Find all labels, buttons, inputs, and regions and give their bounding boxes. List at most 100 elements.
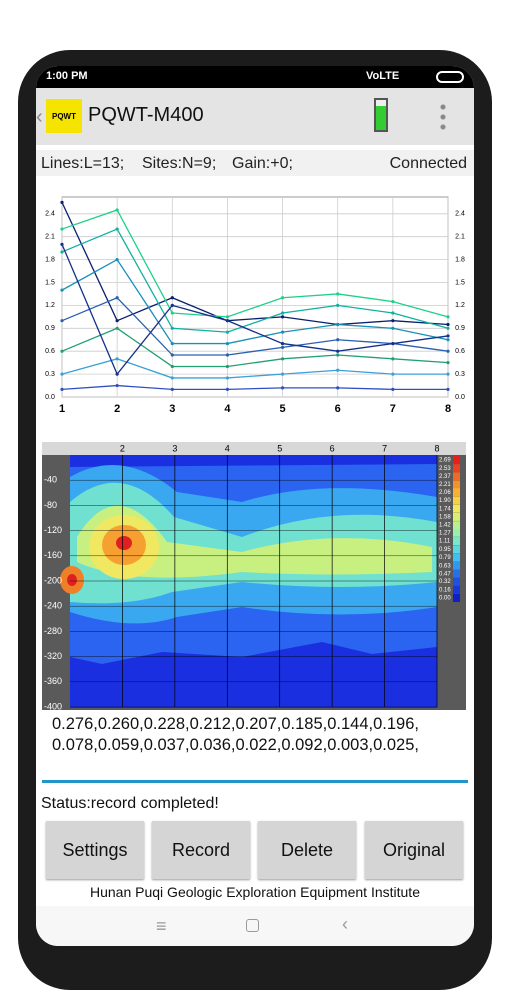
data-point	[391, 372, 395, 376]
colorbar-label: 0.79	[439, 555, 451, 561]
colorbar-label: 0.47	[439, 571, 451, 577]
y-tick-label: -160	[44, 550, 62, 560]
y-tick-label: -240	[44, 601, 62, 611]
series-line	[61, 296, 449, 356]
y-tick-label: 1.8	[455, 256, 465, 263]
colorbar-label: 2.53	[439, 466, 451, 472]
settings-button[interactable]: Settings	[46, 821, 144, 879]
back-arrow[interactable]: ‹	[36, 106, 43, 128]
y-tick-label: -320	[44, 651, 62, 661]
data-point	[170, 364, 174, 369]
sites-info: Sites:N=9;	[142, 155, 217, 172]
x-tick-label: 5	[280, 403, 286, 415]
x-tick-label: 5	[277, 443, 282, 453]
colorbar-label: 1.11	[439, 539, 451, 545]
data-point	[391, 357, 395, 361]
series-line	[61, 327, 449, 368]
readings: 0.276,0.260,0.228,0.212,0.207,0.185,0.14…	[52, 714, 419, 756]
data-point	[280, 315, 285, 319]
data-point	[336, 349, 340, 353]
colorbar-swatch	[453, 545, 460, 554]
data-point	[446, 322, 450, 327]
colorbar-label: 0.16	[439, 587, 451, 593]
battery-icon	[436, 71, 464, 83]
colorbar-swatch	[453, 480, 460, 489]
data-point	[225, 387, 230, 391]
y-tick-label: 1.8	[45, 256, 55, 263]
colorbar-label: 1.74	[439, 506, 451, 512]
y-tick-label: -120	[44, 525, 62, 535]
y-tick-label: 1.5	[455, 279, 465, 286]
colorbar-swatch	[453, 521, 460, 530]
record-button[interactable]: Record	[152, 821, 250, 879]
x-tick-label: 1	[59, 403, 65, 415]
data-point	[170, 296, 174, 300]
data-point	[170, 376, 174, 380]
y-tick-label: 1.2	[455, 302, 465, 309]
data-point	[391, 387, 395, 391]
data-point	[446, 372, 450, 376]
data-point	[170, 311, 174, 315]
data-point	[115, 372, 119, 376]
x-tick-label: 4	[224, 403, 231, 415]
series-line	[61, 209, 449, 318]
data-point	[225, 364, 230, 369]
data-point	[60, 250, 64, 254]
app-bar: ‹ PQWT PQWT-M400	[36, 88, 474, 145]
colorbar-label: 1.42	[439, 523, 451, 529]
status-bar: 1:00 PM VoLTE	[36, 66, 474, 88]
data-point	[225, 376, 230, 380]
data-point	[170, 387, 174, 391]
data-point	[115, 357, 119, 361]
series-line	[61, 258, 449, 345]
status-text: Status:record completed!	[41, 795, 219, 812]
nav-menu[interactable]: ≡	[156, 916, 167, 936]
data-point	[336, 386, 340, 390]
y-tick-label: 0.9	[45, 325, 55, 332]
x-tick-label: 7	[390, 403, 396, 415]
data-point	[446, 338, 450, 342]
colorbar-label: 0.63	[439, 563, 451, 569]
colorbar-label: 2.37	[439, 474, 451, 480]
delete-button[interactable]: Delete	[258, 821, 356, 879]
colorbar-swatch	[453, 528, 460, 537]
data-point	[446, 326, 450, 330]
colorbar-label: 0.95	[439, 547, 451, 553]
data-point	[391, 319, 395, 323]
nav-home[interactable]	[246, 919, 259, 932]
original-button[interactable]: Original	[365, 821, 463, 879]
data-point	[115, 257, 119, 262]
y-tick-label: 2.1	[45, 234, 55, 241]
data-point	[280, 386, 285, 390]
data-point	[115, 326, 119, 330]
data-point	[336, 292, 340, 296]
battery-level	[374, 98, 388, 132]
y-tick-label: 2.4	[455, 211, 465, 218]
data-point	[60, 200, 64, 204]
colorbar-swatch	[453, 512, 460, 521]
data-point	[336, 322, 340, 327]
y-tick-label: 0.6	[45, 348, 55, 355]
y-tick-label: -80	[44, 500, 57, 510]
y-tick-label: -40	[44, 475, 57, 485]
data-point	[60, 227, 64, 231]
data-point	[280, 311, 285, 315]
data-point	[336, 368, 340, 372]
data-point	[60, 372, 64, 376]
y-tick-label: -200	[44, 575, 62, 585]
y-tick-label: 0.9	[455, 325, 465, 332]
data-point	[280, 341, 285, 346]
colorbar-label: 1.58	[439, 515, 451, 521]
data-point	[225, 330, 230, 334]
x-tick-label: 6	[330, 443, 335, 453]
nav-back[interactable]: ‹	[342, 914, 348, 934]
y-tick-label: 0.6	[455, 348, 465, 355]
data-point	[60, 349, 64, 353]
contour-header	[42, 442, 466, 455]
menu-button[interactable]	[440, 102, 446, 130]
data-point	[336, 338, 340, 342]
data-point	[225, 315, 230, 319]
colorbar-swatch	[453, 488, 460, 497]
data-point	[336, 303, 340, 307]
y-tick-label: 0.3	[455, 371, 465, 378]
